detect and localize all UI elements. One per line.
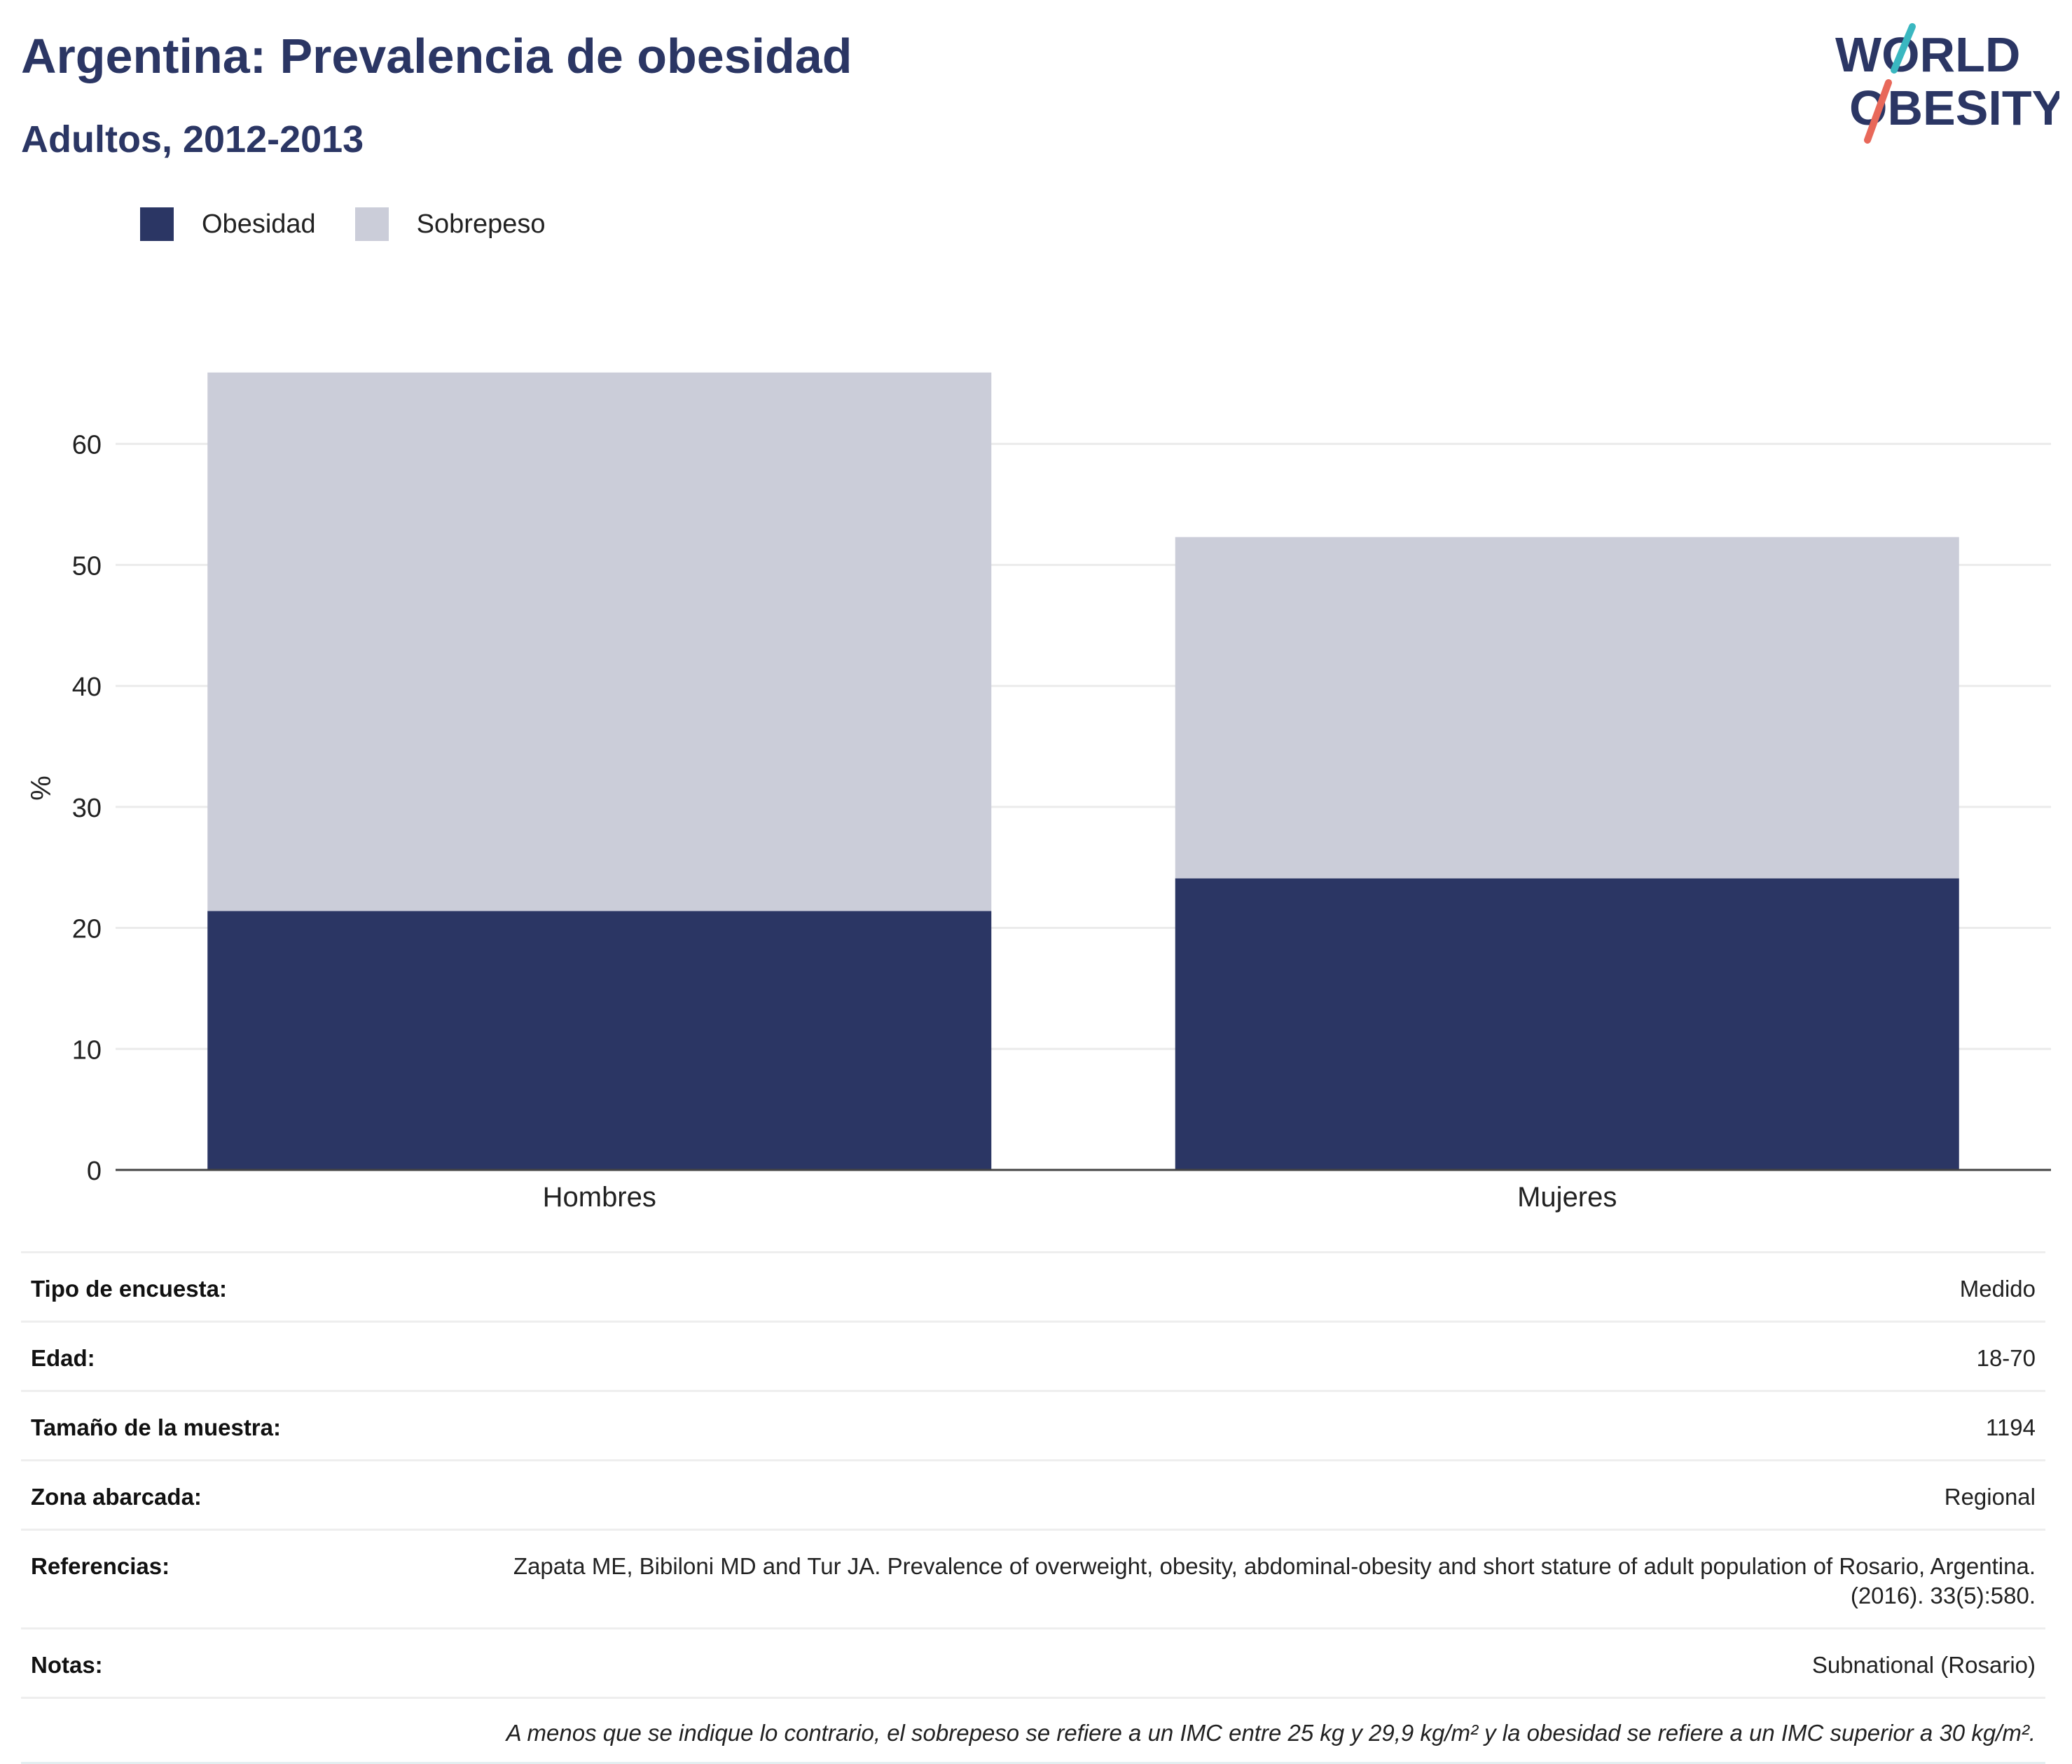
meta-label: Tamaño de la muestra: [31,1414,281,1440]
y-tick-label: 40 [72,673,102,702]
legend-item-obesidad[interactable]: Obesidad [140,207,316,241]
y-tick-label: 0 [87,1157,102,1186]
logo-line-1: WORLD [1835,27,2020,82]
legend-swatch-obesidad [140,207,174,241]
meta-label: Tipo de encuesta: [31,1276,227,1302]
meta-label: Referencias: [31,1553,170,1579]
footnote: A menos que se indique lo contrario, el … [21,1697,2045,1764]
meta-value: Medido [1959,1276,2036,1302]
legend-swatch-sobrepeso [354,207,389,241]
meta-row-references: Referencias: Zapata ME, Bibiloni MD and … [21,1529,2045,1627]
y-tick-label: 60 [72,431,102,460]
legend-label-sobrepeso: Sobrepeso [416,209,546,239]
x-tick-label: Mujeres [1517,1182,1617,1213]
meta-value: 1194 [1986,1414,2036,1440]
meta-value: 18-70 [1976,1345,2036,1371]
bar-obesidad-mujeres [1175,878,1959,1170]
legend: Obesidad Sobrepeso [140,207,584,241]
meta-label: Zona abarcada: [31,1484,202,1510]
y-axis-label: % [26,776,57,801]
meta-label: Edad: [31,1345,95,1371]
bar-obesidad-hombres [207,911,992,1170]
legend-label-obesidad: Obesidad [202,209,316,239]
meta-value: Subnational (Rosario) [1811,1652,2036,1678]
chart-subtitle: Adultos, 2012-2013 [21,118,364,160]
y-tick-label: 10 [72,1035,102,1065]
meta-row-notes: Notas: Subnational (Rosario) [21,1627,2045,1697]
meta-value: Zapata ME, Bibiloni MD and Tur JA. Preva… [513,1553,2036,1608]
y-tick-label: 50 [72,551,102,581]
meta-row-age: Edad: 18-70 [21,1321,2045,1390]
legend-item-sobrepeso[interactable]: Sobrepeso [354,207,546,241]
meta-value: Regional [1944,1484,2036,1510]
meta-row-area: Zona abarcada: Regional [21,1459,2045,1529]
bar-sobrepeso-mujeres [1175,537,1959,878]
metadata-table: Tipo de encuesta: Medido Edad: 18-70 Tam… [21,1251,2045,1764]
bar-sobrepeso-hombres [207,372,992,911]
chart-title: Argentina: Prevalencia de obesidad [21,29,852,83]
meta-row-sample-size: Tamaño de la muestra: 1194 [21,1390,2045,1459]
y-tick-label: 30 [72,794,102,823]
meta-row-survey-type: Tipo de encuesta: Medido [21,1251,2045,1321]
meta-label: Notas: [31,1652,103,1678]
x-tick-label: Hombres [543,1182,656,1213]
world-obesity-logo: WORLD OBESITY [1835,23,2059,144]
stacked-bar-chart: 0 10 20 30 40 50 60% Hombres Mujeres [26,372,2051,1213]
y-tick-label: 20 [72,915,102,944]
